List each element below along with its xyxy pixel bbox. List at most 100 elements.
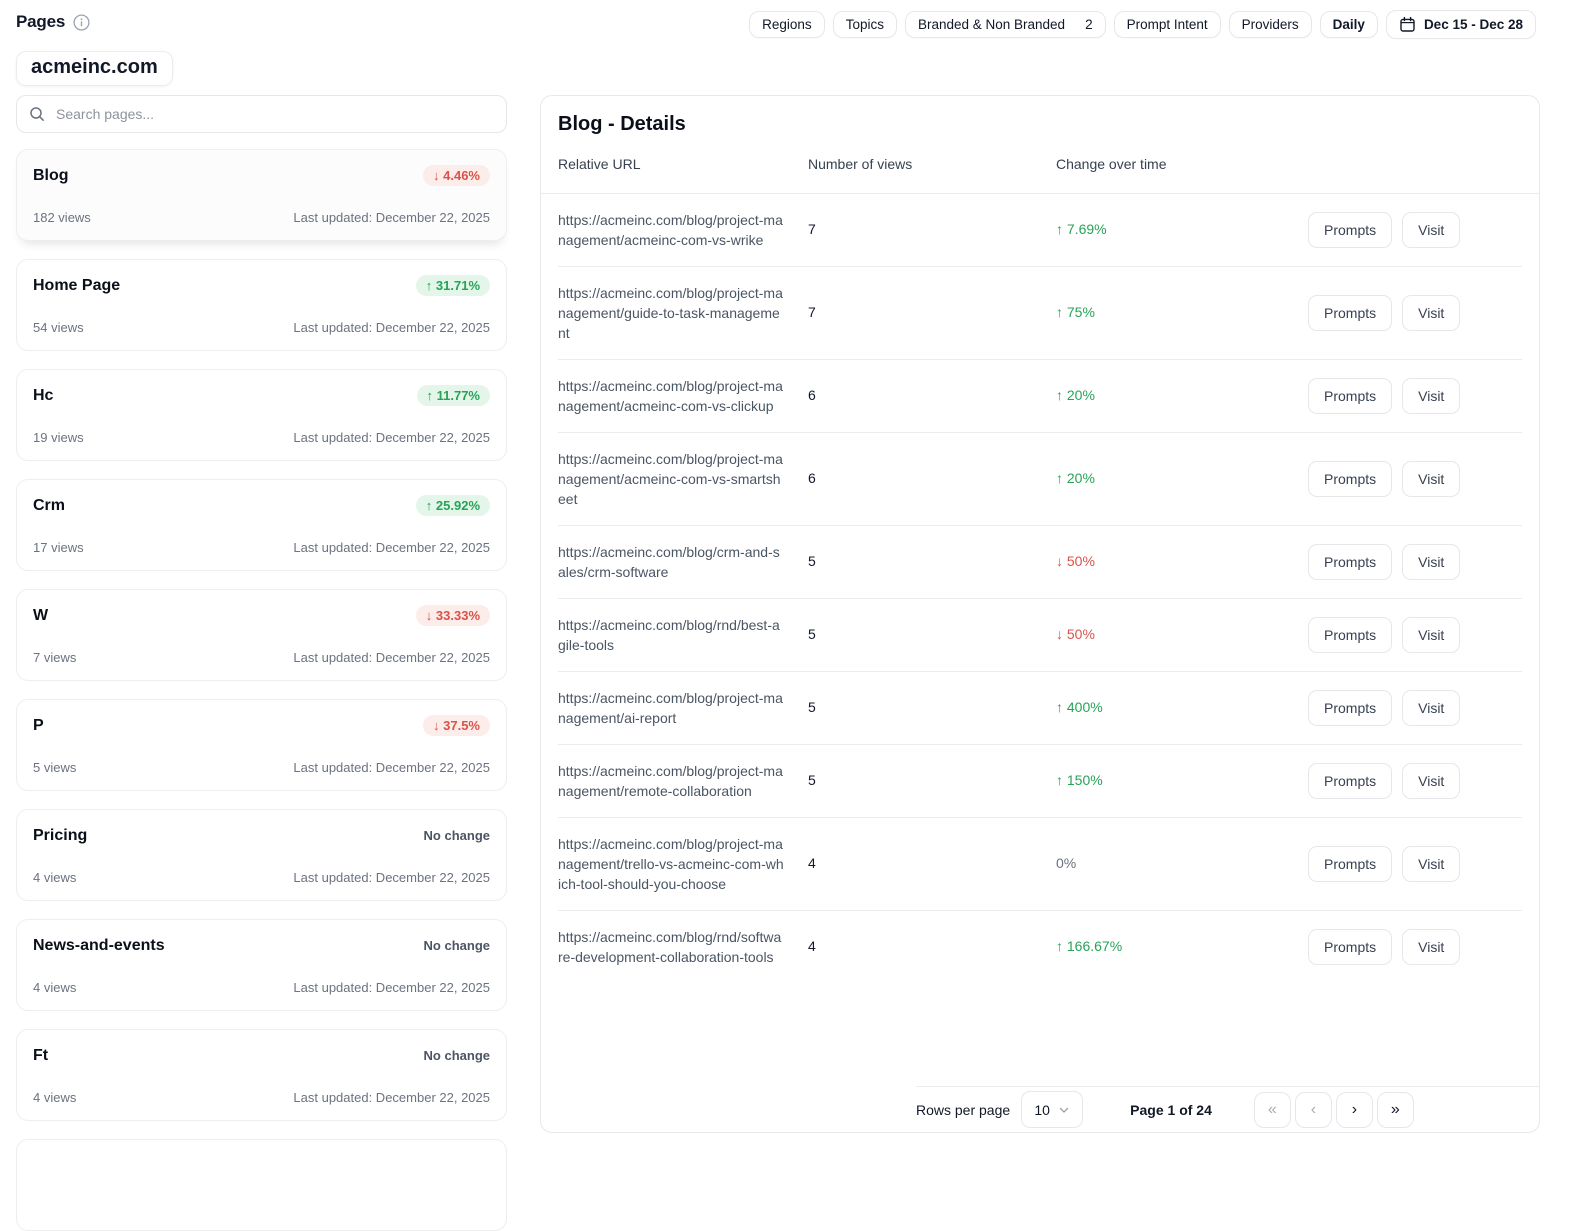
change-badge: ↑ 11.77%	[416, 385, 490, 406]
prompts-button[interactable]: Prompts	[1308, 690, 1393, 726]
change-value: ↑ 166.67%	[1056, 938, 1123, 954]
change-cell: ↑ 75%	[1056, 304, 1308, 322]
visit-button[interactable]: Visit	[1402, 378, 1461, 414]
actions-cell: Prompts Visit	[1308, 617, 1522, 653]
prompts-button[interactable]: Prompts	[1308, 295, 1393, 331]
visit-button[interactable]: Visit	[1402, 295, 1461, 331]
table-row: https://acmeinc.com/blog/project-managem…	[558, 672, 1522, 745]
pages-sidebar: acmeinc.com Blog ↓ 4.46% 182 views Last …	[16, 51, 507, 1231]
search-icon	[29, 106, 45, 122]
prompts-button[interactable]: Prompts	[1308, 763, 1393, 799]
branded-filter-button[interactable]: Branded & Non Branded 2	[904, 11, 1106, 38]
change-value: ↑ 75%	[1056, 304, 1095, 320]
relative-url: https://acmeinc.com/blog/project-managem…	[558, 285, 783, 341]
page-title: Pages	[16, 12, 66, 31]
first-page-button[interactable]: «	[1253, 1091, 1291, 1128]
views-value: 5	[808, 626, 816, 642]
page-list: Blog ↓ 4.46% 182 views Last updated: Dec…	[16, 149, 507, 1121]
last-updated: Last updated: December 22, 2025	[293, 430, 490, 445]
sidebar-page-card[interactable]: News-and-events No change 4 views Last u…	[16, 919, 507, 1011]
table-row: https://acmeinc.com/blog/project-managem…	[558, 745, 1522, 818]
table-body: https://acmeinc.com/blog/project-managem…	[541, 194, 1539, 983]
rows-per-page-select[interactable]: 10	[1021, 1091, 1084, 1128]
regions-filter-button[interactable]: Regions	[749, 11, 825, 38]
prompt-intent-filter-button[interactable]: Prompt Intent	[1113, 11, 1221, 38]
url-cell: https://acmeinc.com/blog/project-managem…	[558, 283, 808, 343]
views-cell: 5	[808, 699, 1056, 717]
visit-button[interactable]: Visit	[1402, 461, 1461, 497]
last-updated: Last updated: December 22, 2025	[293, 870, 490, 885]
visit-button[interactable]: Visit	[1402, 929, 1461, 965]
views-count: 182 views	[33, 210, 91, 225]
change-value: ↑ 20%	[1056, 470, 1095, 486]
table-row: https://acmeinc.com/blog/project-managem…	[558, 360, 1522, 433]
prompts-button[interactable]: Prompts	[1308, 929, 1393, 965]
visit-button[interactable]: Visit	[1402, 846, 1461, 882]
sidebar-page-card[interactable]: Home Page ↑ 31.71% 54 views Last updated…	[16, 259, 507, 351]
views-cell: 6	[808, 470, 1056, 488]
url-cell: https://acmeinc.com/blog/rnd/software-de…	[558, 927, 808, 967]
prompts-button[interactable]: Prompts	[1308, 378, 1393, 414]
next-page-button[interactable]: ›	[1335, 1091, 1373, 1128]
views-count: 17 views	[33, 540, 84, 555]
prompts-button[interactable]: Prompts	[1308, 461, 1393, 497]
change-cell: ↑ 150%	[1056, 772, 1308, 790]
page-title: Hc	[33, 386, 54, 404]
column-relative-url: Relative URL	[558, 155, 641, 172]
sidebar-page-card-partial[interactable]	[16, 1139, 507, 1231]
views-count: 4 views	[33, 980, 77, 995]
last-updated: Last updated: December 22, 2025	[293, 650, 490, 665]
last-updated: Last updated: December 22, 2025	[293, 210, 490, 225]
details-panel: Blog - Details Relative URL Number of vi…	[540, 95, 1540, 1133]
table-row: https://acmeinc.com/blog/rnd/software-de…	[558, 911, 1522, 983]
change-value: ↑ 20%	[1056, 387, 1095, 403]
visit-button[interactable]: Visit	[1402, 212, 1461, 248]
relative-url: https://acmeinc.com/blog/crm-and-sales/c…	[558, 544, 780, 580]
table-row: https://acmeinc.com/blog/crm-and-sales/c…	[558, 526, 1522, 599]
topics-filter-button[interactable]: Topics	[832, 11, 897, 38]
views-cell: 5	[808, 772, 1056, 790]
change-value: 0%	[1056, 855, 1077, 871]
change-cell: ↓ 50%	[1056, 626, 1308, 644]
views-cell: 4	[808, 938, 1056, 956]
views-count: 7 views	[33, 650, 77, 665]
providers-filter-button[interactable]: Providers	[1228, 11, 1312, 38]
table-row: https://acmeinc.com/blog/rnd/best-agile-…	[558, 599, 1522, 672]
url-cell: https://acmeinc.com/blog/rnd/best-agile-…	[558, 615, 808, 655]
daily-toggle-button[interactable]: Daily	[1319, 11, 1378, 38]
sidebar-page-card[interactable]: Crm ↑ 25.92% 17 views Last updated: Dece…	[16, 479, 507, 571]
sidebar-page-card[interactable]: Hc ↑ 11.77% 19 views Last updated: Decem…	[16, 369, 507, 461]
sidebar-page-card[interactable]: W ↓ 33.33% 7 views Last updated: Decembe…	[16, 589, 507, 681]
prompts-button[interactable]: Prompts	[1308, 846, 1393, 882]
sidebar-page-card[interactable]: Pricing No change 4 views Last updated: …	[16, 809, 507, 901]
last-page-button[interactable]: »	[1376, 1091, 1414, 1128]
page-header: Pages	[16, 12, 90, 32]
change-badge: ↓ 37.5%	[423, 715, 490, 736]
visit-button[interactable]: Visit	[1402, 617, 1461, 653]
date-range-picker[interactable]: Dec 15 - Dec 28	[1385, 10, 1536, 39]
visit-button[interactable]: Visit	[1402, 763, 1461, 799]
actions-cell: Prompts Visit	[1308, 929, 1522, 965]
relative-url: https://acmeinc.com/blog/project-managem…	[558, 451, 783, 507]
prompts-button[interactable]: Prompts	[1308, 212, 1393, 248]
sidebar-page-card[interactable]: Ft No change 4 views Last updated: Decem…	[16, 1029, 507, 1121]
search-input[interactable]	[54, 105, 494, 123]
change-value: ↑ 150%	[1056, 772, 1103, 788]
views-cell: 7	[808, 221, 1056, 239]
domain-selector[interactable]: acmeinc.com	[16, 51, 173, 86]
change-cell: 0%	[1056, 855, 1308, 873]
prompts-button[interactable]: Prompts	[1308, 544, 1393, 580]
search-box	[16, 95, 507, 133]
table-header: Relative URL Number of views Change over…	[541, 136, 1539, 194]
visit-button[interactable]: Visit	[1402, 544, 1461, 580]
sidebar-page-card[interactable]: P ↓ 37.5% 5 views Last updated: December…	[16, 699, 507, 791]
column-change-over-time: Change over time	[1056, 155, 1167, 172]
prompts-button[interactable]: Prompts	[1308, 617, 1393, 653]
previous-page-button[interactable]: ‹	[1294, 1091, 1332, 1128]
visit-button[interactable]: Visit	[1402, 690, 1461, 726]
info-icon[interactable]	[73, 13, 90, 31]
sidebar-page-card[interactable]: Blog ↓ 4.46% 182 views Last updated: Dec…	[16, 149, 507, 241]
change-cell: ↑ 20%	[1056, 470, 1308, 488]
calendar-icon	[1399, 16, 1416, 33]
views-count: 4 views	[33, 870, 77, 885]
